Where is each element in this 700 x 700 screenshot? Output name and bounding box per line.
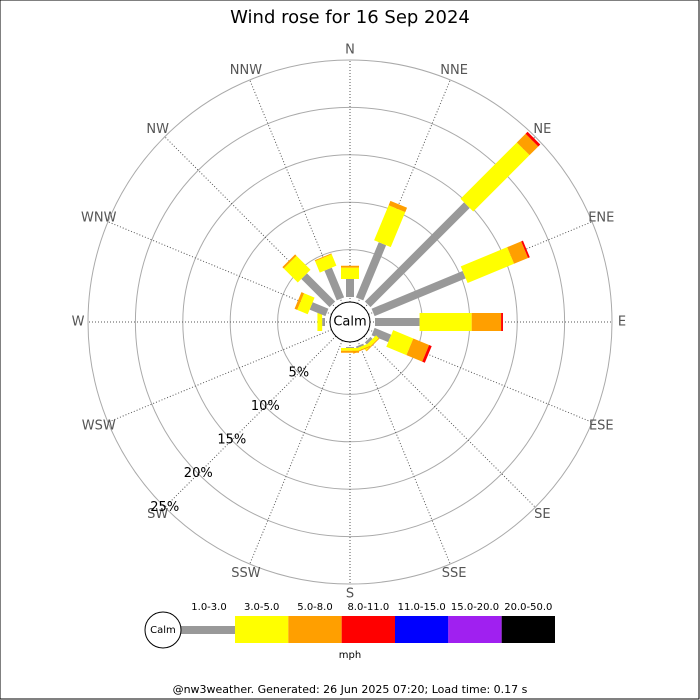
direction-label: SE — [534, 507, 550, 522]
legend-label: 8.0-11.0 — [347, 602, 389, 613]
grid-ring — [134, 106, 566, 538]
wind-segment — [386, 330, 414, 356]
spoke — [249, 340, 343, 565]
legend-swatch — [235, 616, 289, 643]
legend-calm-label: Calm — [150, 625, 176, 636]
legend-swatch — [341, 616, 395, 643]
legend-unit: mph — [339, 650, 361, 661]
direction-label: WSW — [82, 419, 116, 434]
wind-segment — [460, 142, 530, 212]
wind-segment — [366, 338, 380, 352]
wind-segment — [341, 347, 359, 351]
wind-segment — [324, 267, 345, 301]
legend-swatch — [501, 616, 555, 643]
wind-segment — [315, 254, 337, 273]
wind-segment — [301, 273, 336, 308]
direction-label: SSW — [231, 566, 261, 581]
wind-segment — [346, 347, 354, 348]
wind-segment — [322, 318, 325, 326]
direction-label: W — [72, 315, 85, 330]
ring-label: 20% — [184, 466, 213, 481]
wind-segment — [314, 253, 332, 262]
wind-segment — [507, 241, 529, 264]
wind-segment — [371, 271, 466, 317]
calm-label: Calm — [333, 315, 366, 330]
ring-label: 10% — [251, 399, 280, 414]
chart-title: Wind rose for 16 Sep 2024 — [230, 7, 470, 28]
wind-segment — [374, 205, 406, 248]
wind-segment — [355, 242, 387, 301]
footer: @nw3weather. Generated: 26 Jun 2025 07:2… — [173, 683, 528, 696]
wind-segment — [422, 345, 432, 363]
legend-calm-circle — [144, 611, 182, 649]
spoke — [357, 79, 451, 304]
spoke — [363, 335, 536, 508]
direction-label: ENE — [588, 210, 614, 225]
wind-segment — [388, 200, 408, 213]
ring-label: 25% — [150, 500, 179, 515]
wind-segment — [346, 278, 354, 297]
wind-segment — [317, 313, 323, 331]
wind-segment — [341, 267, 359, 279]
wind-segment — [341, 350, 359, 353]
direction-label: E — [618, 315, 626, 330]
direction-label: S — [346, 587, 354, 602]
spoke — [357, 340, 451, 565]
legend-swatch — [288, 616, 342, 643]
direction-label: N — [345, 43, 355, 58]
direction-label: NNW — [230, 63, 262, 78]
legend-swatch — [181, 626, 235, 634]
spoke — [107, 221, 332, 315]
legend-swatch — [395, 616, 449, 643]
direction-label: NE — [533, 122, 551, 137]
legend-label: 1.0-3.0 — [191, 602, 226, 613]
legend-label: 15.0-20.0 — [451, 602, 499, 613]
direction-label: WNW — [81, 210, 117, 225]
direction-label: NNE — [440, 63, 468, 78]
spoke — [249, 79, 343, 304]
wind-segment — [297, 293, 315, 315]
legend-label: 3.0-5.0 — [244, 602, 279, 613]
direction-label: SW — [147, 507, 168, 522]
wind-segment — [282, 254, 297, 269]
wind-segment — [501, 313, 503, 331]
wind-segment — [364, 336, 373, 345]
ring-label: 5% — [288, 366, 309, 381]
wind-segment — [364, 202, 470, 308]
spoke — [107, 329, 332, 423]
grid-ring — [87, 59, 613, 585]
wind-segment — [341, 265, 359, 268]
direction-label: SSE — [442, 566, 467, 581]
spoke — [164, 136, 337, 309]
legend-swatch — [448, 616, 502, 643]
ring-label: 15% — [217, 433, 246, 448]
wind-segment — [375, 318, 420, 326]
calm-circle — [329, 301, 371, 343]
wind-segment — [525, 131, 541, 147]
wind-segment — [406, 338, 430, 362]
spoke — [164, 335, 337, 508]
wind-segment — [371, 327, 392, 343]
wind-segment — [516, 133, 539, 156]
direction-label: NW — [146, 122, 169, 137]
legend-label: 20.0-50.0 — [504, 602, 552, 613]
wind-segment — [460, 247, 515, 284]
wind-segment — [471, 313, 502, 331]
spoke — [368, 329, 593, 423]
wind-segment — [355, 343, 364, 349]
wind-segment — [283, 255, 311, 283]
wind-segment — [294, 292, 305, 310]
direction-label: ESE — [589, 419, 614, 434]
wind-segment — [309, 302, 329, 317]
wind-segment — [521, 240, 530, 258]
wind-segment — [419, 313, 472, 331]
legend-label: 11.0-15.0 — [398, 602, 446, 613]
legend-label: 5.0-8.0 — [297, 602, 332, 613]
